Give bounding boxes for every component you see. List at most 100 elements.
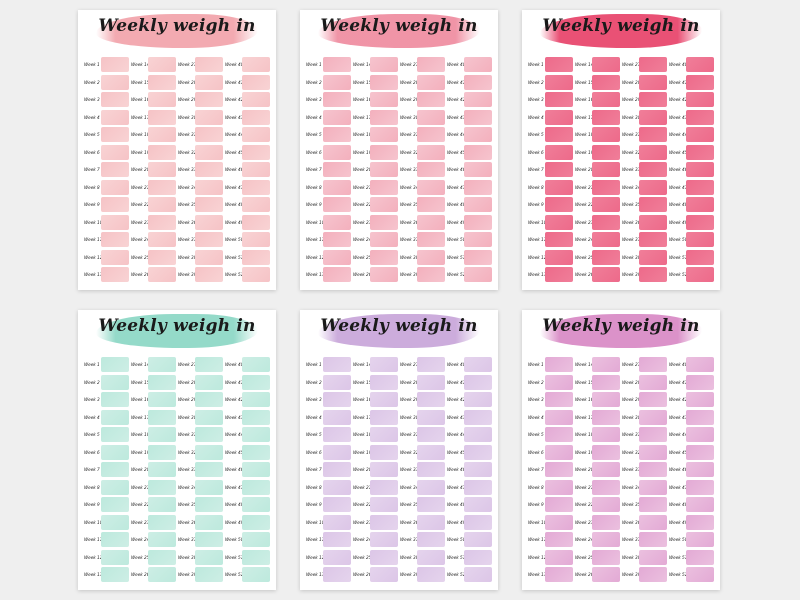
weight-entry-box[interactable] [242, 374, 270, 390]
weight-entry-box[interactable] [592, 179, 620, 195]
weight-entry-box[interactable] [195, 162, 223, 178]
weight-entry-box[interactable] [195, 267, 223, 283]
weight-entry-box[interactable] [639, 179, 667, 195]
weight-entry-box[interactable] [545, 144, 573, 160]
weight-entry-box[interactable] [639, 267, 667, 283]
weight-entry-box[interactable] [464, 409, 492, 425]
weight-entry-box[interactable] [323, 144, 351, 160]
weight-entry-box[interactable] [101, 74, 129, 90]
weight-entry-box[interactable] [323, 444, 351, 460]
weight-entry-box[interactable] [195, 427, 223, 443]
weight-entry-box[interactable] [592, 127, 620, 143]
weight-entry-box[interactable] [242, 357, 270, 373]
weight-entry-box[interactable] [545, 197, 573, 213]
weight-entry-box[interactable] [323, 532, 351, 548]
weight-entry-box[interactable] [545, 462, 573, 478]
weight-entry-box[interactable] [101, 127, 129, 143]
weight-entry-box[interactable] [148, 74, 176, 90]
weight-entry-box[interactable] [323, 214, 351, 230]
weight-entry-box[interactable] [686, 92, 714, 108]
weight-entry-box[interactable] [592, 232, 620, 248]
weight-entry-box[interactable] [545, 74, 573, 90]
weight-entry-box[interactable] [148, 497, 176, 513]
weight-entry-box[interactable] [242, 92, 270, 108]
weight-entry-box[interactable] [101, 92, 129, 108]
weight-entry-box[interactable] [323, 462, 351, 478]
weight-entry-box[interactable] [148, 357, 176, 373]
weight-entry-box[interactable] [417, 532, 445, 548]
weight-entry-box[interactable] [148, 567, 176, 583]
weight-entry-box[interactable] [686, 57, 714, 73]
weight-entry-box[interactable] [686, 249, 714, 265]
weight-entry-box[interactable] [242, 179, 270, 195]
weight-entry-box[interactable] [417, 144, 445, 160]
weight-entry-box[interactable] [545, 532, 573, 548]
weight-entry-box[interactable] [592, 109, 620, 125]
weight-entry-box[interactable] [417, 162, 445, 178]
weight-entry-box[interactable] [101, 409, 129, 425]
weight-entry-box[interactable] [686, 214, 714, 230]
weight-entry-box[interactable] [545, 92, 573, 108]
weight-entry-box[interactable] [464, 232, 492, 248]
weight-entry-box[interactable] [323, 249, 351, 265]
weight-entry-box[interactable] [417, 57, 445, 73]
weight-entry-box[interactable] [464, 462, 492, 478]
weight-entry-box[interactable] [242, 549, 270, 565]
weight-entry-box[interactable] [545, 109, 573, 125]
weight-entry-box[interactable] [545, 444, 573, 460]
weight-entry-box[interactable] [195, 74, 223, 90]
weight-entry-box[interactable] [639, 162, 667, 178]
weight-entry-box[interactable] [195, 179, 223, 195]
weight-entry-box[interactable] [101, 514, 129, 530]
weight-entry-box[interactable] [545, 127, 573, 143]
weight-entry-box[interactable] [639, 497, 667, 513]
weight-entry-box[interactable] [323, 179, 351, 195]
weight-entry-box[interactable] [323, 357, 351, 373]
weight-entry-box[interactable] [370, 497, 398, 513]
weight-entry-box[interactable] [370, 479, 398, 495]
weight-entry-box[interactable] [545, 249, 573, 265]
weight-entry-box[interactable] [686, 232, 714, 248]
weight-entry-box[interactable] [195, 57, 223, 73]
weight-entry-box[interactable] [370, 232, 398, 248]
weight-entry-box[interactable] [195, 532, 223, 548]
weight-entry-box[interactable] [148, 532, 176, 548]
weight-entry-box[interactable] [417, 409, 445, 425]
weight-entry-box[interactable] [592, 392, 620, 408]
weight-entry-box[interactable] [242, 427, 270, 443]
weight-entry-box[interactable] [195, 197, 223, 213]
weight-entry-box[interactable] [101, 214, 129, 230]
weight-entry-box[interactable] [370, 127, 398, 143]
weight-entry-box[interactable] [323, 109, 351, 125]
weight-entry-box[interactable] [545, 232, 573, 248]
weight-entry-box[interactable] [592, 479, 620, 495]
weight-entry-box[interactable] [370, 57, 398, 73]
weight-entry-box[interactable] [148, 479, 176, 495]
weight-entry-box[interactable] [545, 357, 573, 373]
weight-entry-box[interactable] [592, 567, 620, 583]
weight-entry-box[interactable] [148, 232, 176, 248]
weight-entry-box[interactable] [370, 409, 398, 425]
weight-entry-box[interactable] [464, 127, 492, 143]
weight-entry-box[interactable] [148, 462, 176, 478]
weight-entry-box[interactable] [323, 197, 351, 213]
weight-entry-box[interactable] [639, 427, 667, 443]
weight-entry-box[interactable] [148, 57, 176, 73]
weight-entry-box[interactable] [686, 127, 714, 143]
weight-entry-box[interactable] [101, 427, 129, 443]
weight-entry-box[interactable] [242, 127, 270, 143]
weight-entry-box[interactable] [370, 249, 398, 265]
weight-entry-box[interactable] [464, 92, 492, 108]
weight-entry-box[interactable] [242, 249, 270, 265]
weight-entry-box[interactable] [148, 179, 176, 195]
weight-entry-box[interactable] [101, 392, 129, 408]
weight-entry-box[interactable] [370, 144, 398, 160]
weight-entry-box[interactable] [242, 267, 270, 283]
weight-entry-box[interactable] [323, 567, 351, 583]
weight-entry-box[interactable] [195, 144, 223, 160]
weight-entry-box[interactable] [148, 549, 176, 565]
weight-entry-box[interactable] [148, 109, 176, 125]
weight-entry-box[interactable] [639, 392, 667, 408]
weight-entry-box[interactable] [545, 267, 573, 283]
weight-entry-box[interactable] [464, 514, 492, 530]
